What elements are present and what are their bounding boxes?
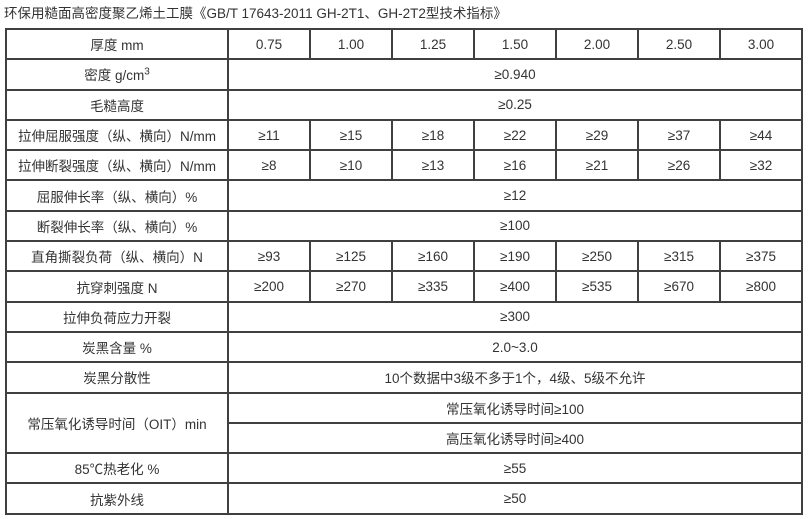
spec-value-cell: ≥800 bbox=[719, 270, 803, 303]
thickness-value-cell: 3.00 bbox=[719, 27, 803, 61]
thickness-value-cell: 2.50 bbox=[637, 27, 721, 61]
spec-value-cell: ≥250 bbox=[555, 240, 639, 273]
uv-resistance-row: 抗紫外线 ≥50 bbox=[5, 482, 803, 515]
spec-value-cell: ≥13 bbox=[391, 149, 475, 182]
spec-value-cell: ≥29 bbox=[555, 118, 639, 152]
spec-value-cell: ≥375 bbox=[719, 240, 803, 273]
spec-span-value: 2.0~3.0 bbox=[227, 330, 803, 364]
tensile-break-strength-row: 拉伸断裂强度（纵、横向）N/mm ≥8 ≥10 ≥13 ≥16 ≥21 ≥26 … bbox=[5, 149, 803, 182]
thickness-value-cell: 2.00 bbox=[555, 27, 639, 61]
thickness-value-cell: 1.25 bbox=[391, 27, 475, 61]
spec-span-value: 高压氧化诱导时间≥400 bbox=[227, 421, 803, 455]
spec-value-cell: ≥10 bbox=[309, 149, 393, 182]
spec-value-cell: ≥160 bbox=[391, 240, 475, 273]
spec-value-cell: ≥535 bbox=[555, 270, 639, 303]
row-label-heat-aging-85c: 85℃热老化 % bbox=[5, 452, 229, 485]
spec-value-cell: ≥315 bbox=[637, 240, 721, 273]
oit-row-1: 常压氧化诱导时间（OIT）min 常压氧化诱导时间≥100 bbox=[5, 391, 803, 455]
carbon-black-dispersion-row: 炭黑分散性 10个数据中3级不多于1个，4级、5级不允许 bbox=[5, 361, 803, 394]
carbon-black-content-row: 炭黑含量 % 2.0~3.0 bbox=[5, 330, 803, 364]
spec-value-cell: ≥21 bbox=[555, 149, 639, 182]
tensile-yield-strength-row: 拉伸屈服强度（纵、横向）N/mm ≥11 ≥15 ≥18 ≥22 ≥29 ≥37… bbox=[5, 118, 803, 152]
spec-span-value: ≥50 bbox=[227, 482, 803, 515]
oit-row-2: 高压氧化诱导时间≥400 bbox=[6, 421, 803, 455]
break-elongation-row: 断裂伸长率（纵、横向）% ≥100 bbox=[5, 209, 803, 243]
thickness-value-cell: 1.50 bbox=[473, 27, 557, 61]
yield-elongation-row: 屈服伸长率（纵、横向）% ≥12 bbox=[5, 179, 803, 212]
row-label-puncture-resistance: 抗穿刺强度 N bbox=[5, 270, 229, 303]
row-label-uv-resistance: 抗紫外线 bbox=[5, 482, 229, 515]
row-label-carbon-black-content: 炭黑含量 % bbox=[5, 330, 229, 364]
spec-span-value: ≥0.940 bbox=[227, 58, 803, 91]
spec-value-cell: ≥8 bbox=[227, 149, 311, 182]
thickness-value-cell: 0.75 bbox=[227, 27, 311, 61]
row-label-break-elongation: 断裂伸长率（纵、横向）% bbox=[5, 209, 229, 243]
row-label-carbon-black-dispersion: 炭黑分散性 bbox=[5, 361, 229, 394]
thickness-header-row: 厚度 mm 0.75 1.00 1.25 1.50 2.00 2.50 3.00 bbox=[5, 27, 803, 61]
row-label-texture-height: 毛糙高度 bbox=[5, 88, 229, 121]
row-label-oit: 常压氧化诱导时间（OIT）min bbox=[5, 391, 229, 455]
spec-value-cell: ≥200 bbox=[227, 270, 311, 303]
spec-value-cell: ≥400 bbox=[473, 270, 557, 303]
thickness-value-cell: 1.00 bbox=[309, 27, 393, 61]
puncture-resistance-row: 抗穿刺强度 N ≥200 ≥270 ≥335 ≥400 ≥535 ≥670 ≥8… bbox=[5, 270, 803, 303]
texture-height-row: 毛糙高度 ≥0.25 bbox=[5, 88, 803, 121]
heat-aging-85c-row: 85℃热老化 % ≥55 bbox=[5, 452, 803, 485]
row-label-thickness: 厚度 mm bbox=[5, 27, 229, 61]
spec-value-cell: ≥11 bbox=[227, 118, 311, 152]
row-label-tensile-break-strength: 拉伸断裂强度（纵、横向）N/mm bbox=[5, 149, 229, 182]
spec-span-value: 10个数据中3级不多于1个，4级、5级不允许 bbox=[227, 361, 803, 394]
spec-value-cell: ≥190 bbox=[473, 240, 557, 273]
row-label-tensile-load-stress-crack: 拉伸负荷应力开裂 bbox=[5, 300, 229, 333]
spec-value-cell: ≥26 bbox=[637, 149, 721, 182]
spec-value-cell: ≥32 bbox=[719, 149, 803, 182]
spec-span-value: ≥12 bbox=[227, 179, 803, 212]
superscript: 3 bbox=[144, 66, 150, 78]
spec-span-value: ≥300 bbox=[227, 300, 803, 333]
page-title: 环保用糙面高密度聚乙烯土工膜《GB/T 17643-2011 GH-2T1、GH… bbox=[4, 6, 507, 21]
spec-value-cell: ≥125 bbox=[309, 240, 393, 273]
spec-value-cell: ≥15 bbox=[309, 118, 393, 152]
spec-span-value: ≥55 bbox=[227, 452, 803, 485]
spec-span-value: 常压氧化诱导时间≥100 bbox=[227, 391, 803, 424]
spec-value-cell: ≥18 bbox=[391, 118, 475, 152]
spec-span-value: ≥100 bbox=[227, 209, 803, 243]
spec-value-cell: ≥670 bbox=[637, 270, 721, 303]
spec-value-cell: ≥22 bbox=[473, 118, 557, 152]
row-label-tensile-yield-strength: 拉伸屈服强度（纵、横向）N/mm bbox=[5, 118, 229, 152]
spec-value-cell: ≥93 bbox=[227, 240, 311, 273]
tensile-load-stress-crack-row: 拉伸负荷应力开裂 ≥300 bbox=[5, 300, 803, 333]
spec-value-cell: ≥16 bbox=[473, 149, 557, 182]
spec-value-cell: ≥44 bbox=[719, 118, 803, 152]
spec-value-cell: ≥270 bbox=[309, 270, 393, 303]
row-label-right-angle-tear-load: 直角撕裂负荷（纵、横向）N bbox=[5, 240, 229, 273]
row-label-yield-elongation: 屈服伸长率（纵、横向）% bbox=[5, 179, 229, 212]
density-row: 密度 g/cm3 ≥0.940 bbox=[5, 58, 803, 91]
right-angle-tear-load-row: 直角撕裂负荷（纵、横向）N ≥93 ≥125 ≥160 ≥190 ≥250 ≥3… bbox=[5, 240, 803, 273]
spec-table: 厚度 mm 0.75 1.00 1.25 1.50 2.00 2.50 3.00… bbox=[5, 27, 803, 515]
spec-span-value: ≥0.25 bbox=[227, 88, 803, 121]
spec-value-cell: ≥37 bbox=[637, 118, 721, 152]
spec-value-cell: ≥335 bbox=[391, 270, 475, 303]
row-label-density: 密度 g/cm3 bbox=[5, 58, 229, 91]
